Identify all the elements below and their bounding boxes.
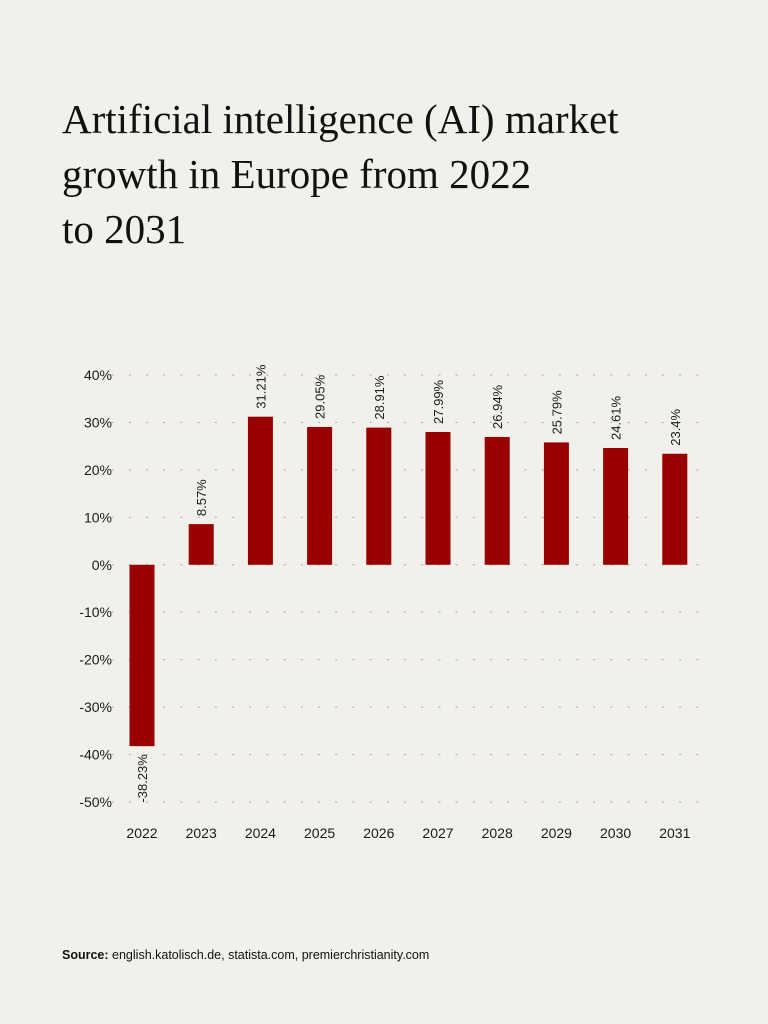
chart-title-line: Artificial intelligence (AI) market — [62, 96, 619, 142]
y-tick-label: 20% — [84, 462, 112, 478]
bar-chart: 40% 30% 20% 10% 0% -10% -20% -30% -40% -50% -38.23… — [79, 364, 705, 841]
data-label: -38.23% — [135, 754, 150, 803]
y-tick-label: -10% — [79, 604, 112, 620]
y-tick-label: 30% — [84, 414, 112, 430]
y-tick-label: 10% — [84, 509, 112, 525]
data-label: 26.94% — [490, 384, 505, 429]
x-tick-label: 2030 — [600, 825, 631, 841]
x-tick-label: 2022 — [126, 825, 157, 841]
source-text: english.katolisch.de, statista.com, prem… — [112, 948, 430, 962]
bar — [603, 448, 629, 565]
bar — [307, 426, 333, 565]
y-tick-label: -50% — [79, 794, 112, 810]
chart-title-line: growth in Europe from 2022 — [62, 151, 532, 197]
source-label: Source: — [62, 948, 109, 962]
data-label: 29.05% — [313, 374, 328, 419]
source-note: Source: english.katolisch.de, statista.c… — [62, 948, 429, 962]
data-label: 8.57% — [194, 479, 209, 516]
data-label: 25.79% — [549, 390, 564, 435]
x-tick-label: 2023 — [186, 825, 217, 841]
data-label: 24.61% — [609, 395, 624, 440]
bar — [188, 524, 214, 565]
x-tick-label: 2031 — [659, 825, 690, 841]
x-tick-label: 2024 — [245, 825, 276, 841]
data-label: 31.21% — [253, 364, 268, 409]
bar — [425, 431, 451, 565]
bar — [366, 427, 392, 565]
bar — [662, 453, 688, 565]
x-tick-label: 2029 — [541, 825, 572, 841]
bar — [129, 564, 155, 747]
bar — [543, 442, 569, 565]
y-tick-label: -20% — [79, 652, 112, 668]
y-tick-label: -30% — [79, 699, 112, 715]
x-tick-label: 2028 — [482, 825, 513, 841]
data-label: 28.91% — [372, 375, 387, 420]
data-label: 23.4% — [668, 408, 683, 445]
data-label: 27.99% — [431, 379, 446, 424]
bar — [484, 436, 510, 565]
y-tick-label: 40% — [84, 367, 112, 383]
y-tick-label: -40% — [79, 747, 112, 763]
x-tick-label: 2026 — [363, 825, 394, 841]
y-tick-label: 0% — [92, 557, 112, 573]
x-tick-label: 2025 — [304, 825, 335, 841]
bar — [247, 416, 273, 565]
chart-title: Artificial intelligence (AI) market grow… — [62, 92, 722, 257]
x-tick-label: 2027 — [422, 825, 453, 841]
chart-title-line: to 2031 — [62, 206, 187, 252]
